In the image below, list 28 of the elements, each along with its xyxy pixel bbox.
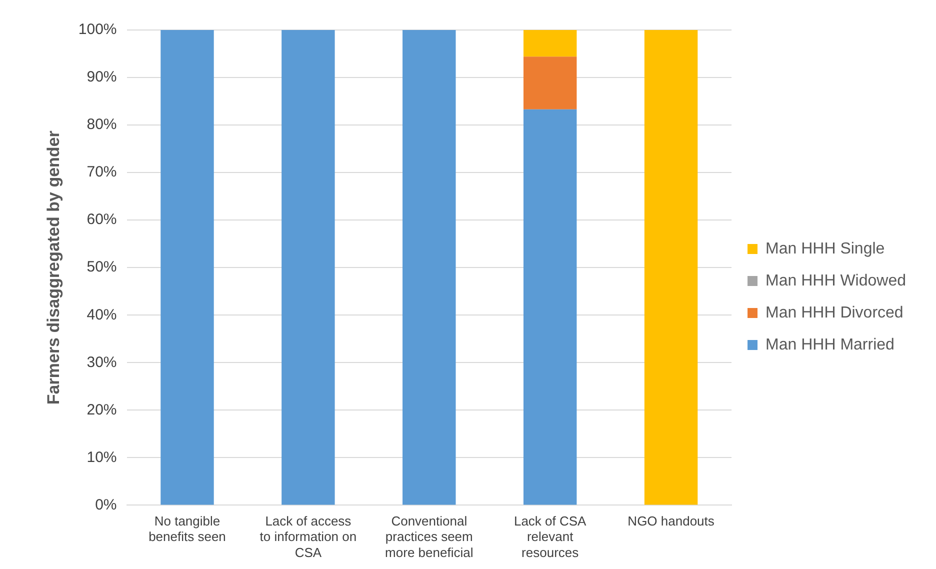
y-tick-label: 80% [86,116,117,134]
legend-label: Man HHH Widowed [766,272,906,290]
bar [523,30,577,57]
y-tick-label: 10% [86,448,117,466]
x-tick-label: Conventional practices seem more beneficial [385,514,474,560]
y-tick-label: 0% [95,496,117,514]
legend-label: Man HHH Divorced [766,304,904,322]
legend-label: Man HHH Single [766,240,885,258]
y-tick-label: 30% [86,354,117,371]
x-tick-label: Lack of CSA relevant resources [514,514,587,560]
y-tick-label: 70% [86,164,117,181]
y-tick-label: 100% [78,21,117,38]
bar [160,30,214,505]
y-tick-label: 40% [86,306,117,324]
x-tick-label: No tangible benefits seen [148,514,226,544]
y-tick-label: 60% [86,211,117,228]
bar [523,56,577,110]
bar [523,109,577,505]
bar [402,30,456,505]
y-tick-label: 20% [86,401,117,418]
y-tick-label: 50% [86,258,117,276]
x-tick-label: NGO handouts [628,514,715,529]
bar [282,30,335,505]
legend-label: Man HHH Married [766,336,894,354]
y-axis-title: Farmers disaggregated by gender [44,130,63,405]
x-tick-label: Lack of access to information on CSA [260,514,357,560]
y-tick-label: 90% [86,68,117,86]
bar [644,30,698,505]
